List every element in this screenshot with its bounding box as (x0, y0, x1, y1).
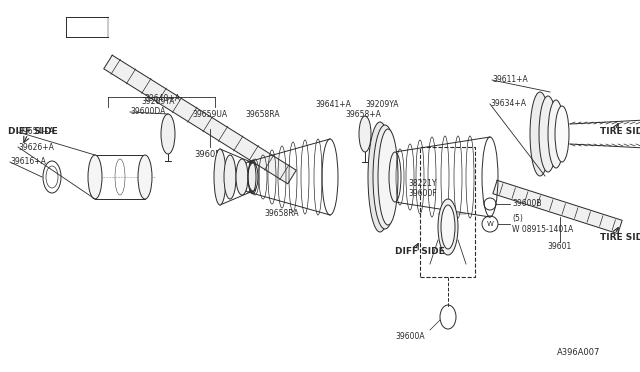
Text: 39209YA: 39209YA (365, 100, 399, 109)
Ellipse shape (548, 100, 564, 168)
Text: W: W (486, 221, 493, 227)
Text: (5): (5) (512, 215, 523, 224)
Text: 39605: 39605 (195, 150, 221, 159)
Text: 39600DA: 39600DA (130, 108, 165, 116)
Text: 39658RA: 39658RA (245, 110, 280, 119)
Text: 38221Y: 38221Y (408, 180, 436, 189)
Bar (420, 147, 475, 277)
Ellipse shape (555, 106, 569, 162)
Text: W 08915-1401A: W 08915-1401A (512, 224, 573, 234)
Polygon shape (104, 55, 296, 184)
Ellipse shape (161, 114, 175, 154)
Ellipse shape (373, 125, 397, 229)
Ellipse shape (224, 155, 236, 199)
Ellipse shape (441, 205, 455, 249)
Polygon shape (493, 180, 622, 234)
Text: A396A007: A396A007 (557, 348, 600, 357)
Ellipse shape (530, 92, 550, 176)
Text: 39634+A: 39634+A (490, 99, 526, 109)
Ellipse shape (214, 149, 226, 205)
Text: TIRE SIDE: TIRE SIDE (600, 128, 640, 137)
Ellipse shape (438, 199, 458, 255)
Text: 39640+A: 39640+A (144, 94, 180, 103)
Ellipse shape (378, 129, 398, 225)
Text: 39600F: 39600F (408, 189, 436, 199)
Text: 39658RA: 39658RA (265, 209, 300, 218)
Text: 39600B: 39600B (512, 199, 541, 208)
Text: 39654+A: 39654+A (18, 128, 54, 137)
Text: 39659UA: 39659UA (193, 110, 228, 119)
Text: DIFF SIDE: DIFF SIDE (8, 128, 58, 137)
Text: TIRE SIDE: TIRE SIDE (600, 232, 640, 241)
Ellipse shape (539, 96, 557, 172)
Text: 39616+A: 39616+A (10, 157, 46, 167)
Text: 39209YA: 39209YA (141, 97, 175, 106)
Ellipse shape (359, 116, 371, 152)
Text: 39611+A: 39611+A (492, 76, 528, 84)
Ellipse shape (88, 155, 102, 199)
Ellipse shape (368, 122, 392, 232)
Text: 39626+A: 39626+A (18, 142, 54, 151)
Text: 39658+A: 39658+A (345, 110, 381, 119)
Ellipse shape (138, 155, 152, 199)
Ellipse shape (236, 159, 248, 195)
Ellipse shape (248, 163, 258, 191)
Text: 39600A: 39600A (396, 332, 425, 341)
Text: 39641+A: 39641+A (315, 100, 351, 109)
Text: DIFF SIDE: DIFF SIDE (395, 247, 445, 257)
Text: 39601: 39601 (548, 242, 572, 251)
